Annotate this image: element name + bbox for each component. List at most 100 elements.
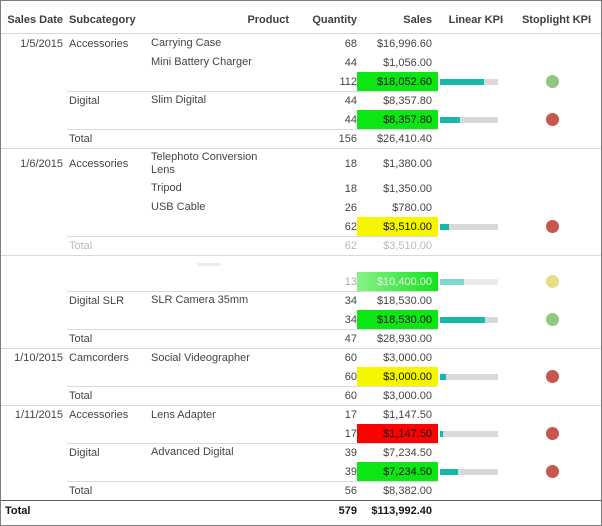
table-row: Mini Battery Charger 44 $1,056.00 <box>1 53 601 72</box>
cell-sales: $18,530.00 <box>376 294 432 307</box>
linear-kpi-bar <box>440 116 498 123</box>
cell-subcategory: Digital <box>69 94 100 107</box>
cell-subcategory: Total <box>69 484 93 497</box>
cell-quantity: 39 <box>344 465 357 478</box>
table-row: USB Cable 26 $780.00 <box>1 198 601 217</box>
stoplight-indicator-icon <box>545 370 559 383</box>
table-row <box>1 255 601 272</box>
cell-sales: $18,530.00 <box>357 310 438 329</box>
table-row: 17 $1,147.50 <box>1 424 601 443</box>
linear-kpi-bar <box>440 316 498 323</box>
cell-linear-kpi <box>438 468 503 475</box>
cell-product: Telephoto Conversion Lens <box>151 151 258 176</box>
table-row: Tripod 18 $1,350.00 <box>1 179 601 198</box>
cell-quantity: 13 <box>344 275 357 288</box>
table-header-row: Sales Date Subcategory Product Quantity … <box>1 1 601 34</box>
cell-sales: $1,056.00 <box>383 56 432 69</box>
column-header-linear-kpi: Linear KPI <box>448 14 503 26</box>
cell-sales-date: 1/5/2015 <box>20 37 63 50</box>
cell-sales: $1,147.50 <box>383 409 432 421</box>
linear-kpi-bar <box>440 468 498 475</box>
cell-sales: $26,410.40 <box>376 132 432 145</box>
cell-product: Advanced Digital <box>151 446 234 458</box>
table-row: 39 $7,234.50 <box>1 462 601 481</box>
linear-kpi-bar-fill <box>440 78 484 85</box>
cell-linear-kpi <box>438 78 503 85</box>
column-header-product: Product <box>247 14 289 26</box>
stoplight-indicator-icon <box>545 113 559 126</box>
cell-quantity: 26 <box>344 201 357 214</box>
cell-linear-kpi <box>438 223 503 230</box>
cell-sales: $8,357.80 <box>383 94 432 107</box>
table-row: 34 $18,530.00 <box>1 310 601 329</box>
cell-subcategory: Accessories <box>69 158 129 170</box>
cell-subcategory: Accessories <box>69 37 129 50</box>
cell-sales: $780.00 <box>392 201 432 214</box>
cell-quantity: 62 <box>344 239 357 252</box>
column-header-subcategory: Subcategory <box>69 14 136 26</box>
cell-linear-kpi <box>438 373 503 380</box>
cell-sales: $8,382.00 <box>383 484 432 497</box>
stoplight-indicator-icon <box>545 75 559 88</box>
cell-quantity: 18 <box>344 158 357 170</box>
linear-kpi-bar-fill <box>440 373 446 380</box>
linear-kpi-bar-fill <box>440 316 485 323</box>
cell-quantity: 18 <box>344 182 357 195</box>
grand-total-label: Total <box>5 504 31 517</box>
cell-stoplight-kpi <box>503 220 601 233</box>
cell-stoplight-kpi <box>503 465 601 478</box>
cell-sales: $3,510.00 <box>357 217 438 236</box>
linear-kpi-bar <box>440 278 498 285</box>
cell-quantity: 62 <box>344 220 357 233</box>
column-header-sales-date: Sales Date <box>7 14 63 26</box>
cell-subcategory: Total <box>69 389 93 402</box>
stoplight-indicator-icon <box>545 313 559 326</box>
cell-sales: $1,350.00 <box>383 182 432 195</box>
cell-quantity: 17 <box>344 427 357 440</box>
grand-total-quantity: 579 <box>338 504 357 517</box>
linear-kpi-bar <box>440 430 498 437</box>
stoplight-indicator-icon <box>545 465 559 478</box>
cell-stoplight-kpi <box>503 370 601 383</box>
cell-linear-kpi <box>438 430 503 437</box>
cell-sales: $18,052.60 <box>357 72 438 91</box>
table-row: 1/11/2015 Accessories Lens Adapter 17 $1… <box>1 405 601 424</box>
table-row: 1/5/2015 Accessories Carrying Case 68 $1… <box>1 34 601 53</box>
cell-sales: $1,147.50 <box>357 424 438 443</box>
grand-total-row: Total 579 $113,992.40 <box>1 500 601 520</box>
cell-sales: $28,930.00 <box>376 332 432 345</box>
cell-quantity: 56 <box>344 484 357 497</box>
cell-product: Carrying Case <box>151 37 222 49</box>
cell-product: USB Cable <box>151 201 206 213</box>
cell-quantity: 44 <box>344 113 357 126</box>
cell-stoplight-kpi <box>503 427 601 440</box>
grand-total-sales: $113,992.40 <box>371 504 432 517</box>
linear-kpi-bar-fill <box>440 116 461 123</box>
cell-linear-kpi <box>438 316 503 323</box>
cell-subcategory: Total <box>69 332 93 345</box>
table-row: Digital Slim Digital 44 $8,357.80 <box>1 91 601 110</box>
linear-kpi-bar <box>440 78 498 85</box>
cell-product: SLR Camera 35mm <box>151 294 249 306</box>
cell-quantity: 44 <box>344 56 357 69</box>
column-header-quantity: Quantity <box>312 14 357 26</box>
cell-sales: $10,400.00 <box>357 272 438 291</box>
cell-product: Mini Battery Charger <box>151 56 252 68</box>
cell-quantity: 47 <box>344 332 357 345</box>
stoplight-indicator-icon <box>545 427 559 440</box>
cell-quantity: 17 <box>344 409 357 421</box>
cell-subcategory: Total <box>69 132 93 145</box>
cell-quantity: 68 <box>344 37 357 50</box>
cell-sales: $7,234.50 <box>383 446 432 459</box>
stoplight-indicator-icon <box>545 220 559 233</box>
table-row: 13 $10,400.00 <box>1 272 601 291</box>
table-row: Total 56 $8,382.00 <box>1 481 601 500</box>
cell-sales-date: 1/11/2015 <box>14 409 63 421</box>
cell-stoplight-kpi <box>503 313 601 326</box>
cell-sales-date: 1/6/2015 <box>20 158 63 170</box>
cell-sales-date: 1/10/2015 <box>14 352 63 364</box>
cell-quantity: 60 <box>344 370 357 383</box>
cell-subcategory: Accessories <box>69 409 129 421</box>
table-row: 112 $18,052.60 <box>1 72 601 91</box>
table-body: 1/5/2015 Accessories Carrying Case 68 $1… <box>1 34 601 500</box>
